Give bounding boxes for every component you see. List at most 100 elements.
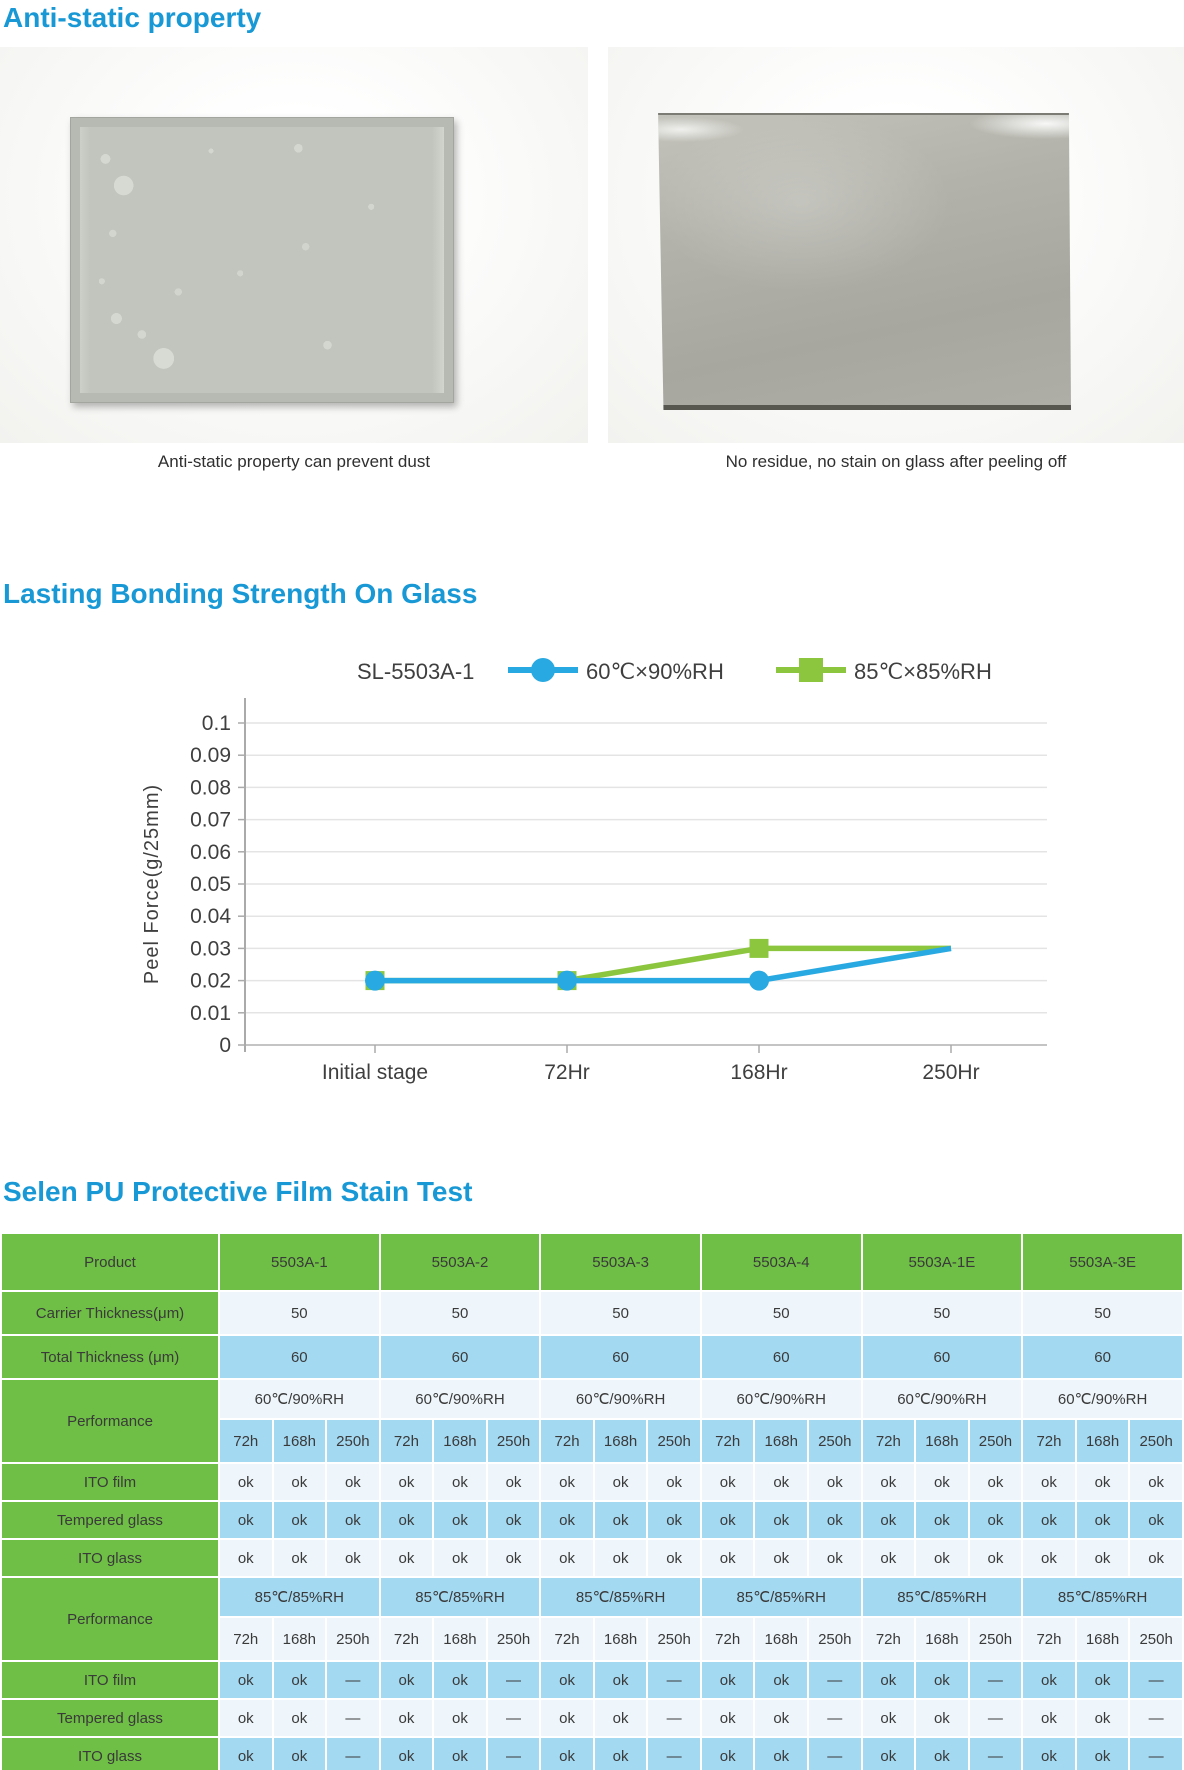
table-hours-cell: 168h <box>432 1616 488 1662</box>
table-result-cell: ok <box>860 1462 917 1502</box>
table-result-cell: ok <box>646 1462 702 1502</box>
table-label-cell: Product <box>0 1232 220 1292</box>
legend-label: 85℃×85%RH <box>854 659 992 684</box>
table-result-cell: ok <box>1074 1462 1131 1502</box>
table-result-cell: ok <box>914 1462 970 1502</box>
circle-marker <box>365 970 385 991</box>
table-result-cell: ok <box>1128 1538 1184 1578</box>
table-result-cell: ok <box>325 1500 381 1540</box>
table-result-cell: — <box>807 1736 863 1770</box>
table-result-cell: — <box>807 1698 863 1738</box>
table-condition-cell: 60℃/90%RH <box>378 1378 542 1420</box>
table-result-cell: ok <box>218 1660 274 1700</box>
photo-row <box>0 47 1184 443</box>
table-result-cell: — <box>967 1698 1024 1738</box>
table-hours-cell: 168h <box>592 1616 649 1662</box>
table-hours-cell: 250h <box>1128 1418 1184 1464</box>
table-result-cell: ok <box>914 1660 970 1700</box>
table-value-cell: 60 <box>378 1334 542 1380</box>
table-label-cell: Total Thickness (μm) <box>0 1334 220 1380</box>
y-axis-title: Peel Force(g/25mm) <box>141 784 163 984</box>
x-tick-label: Initial stage <box>322 1061 428 1084</box>
y-tick-label: 0 <box>219 1034 231 1057</box>
table-value-cell: 50 <box>378 1290 542 1336</box>
table-result-cell: ok <box>271 1500 328 1540</box>
table-label-cell: Carrier Thickness(μm) <box>0 1290 220 1336</box>
table-result-cell: ok <box>218 1698 274 1738</box>
table-condition-cell: 85℃/85%RH <box>860 1576 1024 1618</box>
table-header-cell: 5503A-3E <box>1021 1232 1184 1292</box>
table-hours-cell: 72h <box>1021 1616 1077 1662</box>
table-result-cell: — <box>967 1660 1024 1700</box>
table-result-cell: — <box>1128 1736 1184 1770</box>
table-result-cell: ok <box>485 1462 542 1502</box>
table-label-cell: Performance <box>0 1378 220 1464</box>
section-title-stain: Selen PU Protective Film Stain Test <box>3 1176 473 1207</box>
x-tick-label: 250Hr <box>922 1061 979 1084</box>
table-result-cell: ok <box>699 1462 756 1502</box>
table-result-cell: ok <box>432 1500 488 1540</box>
table-result-cell: — <box>485 1660 542 1700</box>
table-header-cell: 5503A-3 <box>539 1232 702 1292</box>
table-condition-cell: 85℃/85%RH <box>218 1576 381 1618</box>
table-hours-cell: 250h <box>646 1616 702 1662</box>
peel-force-chart: 0 0.01 0.02 0.03 0.04 0.05 0.06 0.07 0.08 0.09 0.1… <box>120 600 1060 1090</box>
table-result-cell: ok <box>325 1462 381 1502</box>
y-tick-label: 0.07 <box>190 809 231 832</box>
table-result-cell: ok <box>699 1660 756 1700</box>
table-result-cell: ok <box>753 1462 810 1502</box>
table-condition-cell: 60℃/90%RH <box>218 1378 381 1420</box>
photo-captions: Anti-static property can prevent dust No… <box>0 452 1184 472</box>
film-surface-with-dust <box>80 127 444 393</box>
table-result-cell: ok <box>539 1660 595 1700</box>
table-condition-cell: 85℃/85%RH <box>699 1576 863 1618</box>
table-condition-cell: 85℃/85%RH <box>539 1576 702 1618</box>
table-result-cell: ok <box>485 1500 542 1540</box>
table-result-cell: ok <box>860 1538 917 1578</box>
table-row: ITO film ok ok ok ok ok ok ok ok ok ok ok ok ok ok ok ok… <box>0 1462 1184 1502</box>
table-result-cell: ok <box>1074 1538 1131 1578</box>
table-hours-cell: 168h <box>271 1616 328 1662</box>
photo-caption-left: Anti-static property can prevent dust <box>157 452 431 471</box>
y-tick-label: 0.1 <box>202 712 231 735</box>
table-result-cell: ok <box>699 1538 756 1578</box>
table-result-cell: ok <box>592 1500 649 1540</box>
table-result-cell: ok <box>699 1698 756 1738</box>
table-result-cell: ok <box>592 1462 649 1502</box>
table-result-cell: ok <box>914 1736 970 1770</box>
table-hours-cell: 168h <box>271 1418 328 1464</box>
table-result-cell: — <box>807 1660 863 1700</box>
table-result-cell: — <box>485 1736 542 1770</box>
table-hours-cell: 72h <box>860 1616 917 1662</box>
section-title-bonding: Lasting Bonding Strength On Glass <box>3 578 478 609</box>
legend-circle-marker <box>531 658 555 682</box>
table-result-cell: ok <box>485 1538 542 1578</box>
table-hours-cell: 250h <box>325 1616 381 1662</box>
table-hours-cell: 250h <box>485 1616 542 1662</box>
table-hours-cell: 250h <box>967 1616 1024 1662</box>
x-tick-label: 168Hr <box>730 1061 787 1084</box>
series-line-0 <box>375 945 952 984</box>
table-result-cell: ok <box>592 1736 649 1770</box>
table-hours-cell: 250h <box>967 1418 1024 1464</box>
table-result-cell: ok <box>860 1500 917 1540</box>
table-condition-cell: 60℃/90%RH <box>860 1378 1024 1420</box>
table-result-cell: ok <box>325 1538 381 1578</box>
table-row: Tempered glass ok ok — ok ok — ok ok — ok ok — ok ok — o… <box>0 1698 1184 1738</box>
table-row: 72h 168h 250h 72h 168h 250h 72h 168h 250h 72h 168h… <box>1 1616 1184 1662</box>
table-label-cell: Tempered glass <box>0 1500 220 1540</box>
table-label-cell: ITO glass <box>0 1538 220 1578</box>
table-condition-cell: 85℃/85%RH <box>378 1576 542 1618</box>
y-tick-label: 0.02 <box>190 970 231 993</box>
table-hours-cell: 72h <box>860 1418 917 1464</box>
legend-label: 60℃×90%RH <box>586 659 724 684</box>
table-hours-cell: 72h <box>1021 1418 1077 1464</box>
table-result-cell: ok <box>271 1698 328 1738</box>
table-result-cell: ok <box>753 1736 810 1770</box>
table-hours-cell: 72h <box>378 1616 435 1662</box>
table-result-cell: — <box>1128 1698 1184 1738</box>
table-result-cell: ok <box>218 1500 274 1540</box>
table-result-cell: ok <box>271 1462 328 1502</box>
table-value-cell: 60 <box>539 1334 702 1380</box>
table-result-cell: ok <box>539 1462 595 1502</box>
